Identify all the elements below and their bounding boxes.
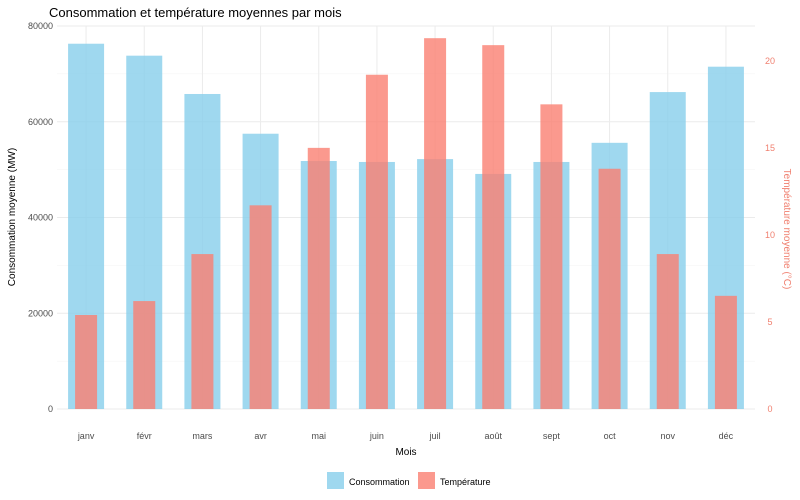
bar-temperature	[365, 74, 388, 409]
x-tick-label: mai	[311, 431, 326, 441]
bars	[68, 38, 744, 410]
legend-label-temperature: Température	[440, 477, 491, 487]
x-tick-label: mars	[192, 431, 212, 441]
legend-label-consommation: Consommation	[349, 477, 410, 487]
bar-temperature	[714, 295, 737, 409]
legend: Consommation Température	[327, 472, 491, 489]
x-axis-title: Mois	[395, 447, 416, 458]
x-tick-label: févr	[137, 431, 152, 441]
bar-temperature	[307, 147, 330, 409]
x-tick-label: oct	[604, 431, 617, 441]
x-tick-label: janv	[77, 431, 95, 441]
y2-tick-label: 10	[765, 230, 775, 240]
y-tick-label: 20000	[28, 308, 53, 318]
x-tick-label: juil	[429, 431, 441, 441]
bar-temperature	[656, 254, 679, 409]
y2-axis-title: Température moyenne (°C)	[781, 169, 792, 290]
y-tick-label: 40000	[28, 213, 53, 223]
legend-key-consommation	[327, 472, 344, 489]
bar-temperature	[598, 168, 621, 409]
y2-tick-label: 0	[767, 404, 772, 414]
x-tick-label: sept	[543, 431, 561, 441]
x-axis-ticks: janv févr mars avr mai juin juil août sept oct nov…	[77, 431, 734, 441]
y2-tick-label: 15	[765, 143, 775, 153]
right-axis-ticks: 0 5 10 15 20	[765, 56, 775, 414]
x-tick-label: août	[484, 431, 502, 441]
y2-tick-label: 20	[765, 56, 775, 66]
x-tick-label: nov	[660, 431, 675, 441]
bar-temperature	[540, 104, 563, 409]
y-tick-label: 0	[48, 404, 53, 414]
y-axis-title: Consommation moyenne (MW)	[7, 148, 18, 286]
x-tick-label: juin	[369, 431, 384, 441]
bar-temperature	[249, 205, 272, 409]
bar-temperature	[191, 254, 214, 409]
bar-temperature	[424, 38, 447, 409]
left-axis-ticks: 0 20000 40000 60000 80000	[28, 21, 53, 414]
bar-temperature	[75, 314, 98, 409]
y-tick-label: 60000	[28, 117, 53, 127]
legend-key-temperature	[418, 472, 435, 489]
y2-tick-label: 5	[767, 317, 772, 327]
bar-temperature	[482, 45, 505, 410]
y-tick-label: 80000	[28, 21, 53, 31]
x-tick-label: déc	[719, 431, 734, 441]
chart-title: Consommation et température moyennes par…	[49, 5, 342, 20]
x-tick-label: avr	[254, 431, 267, 441]
bar-temperature	[133, 301, 156, 409]
